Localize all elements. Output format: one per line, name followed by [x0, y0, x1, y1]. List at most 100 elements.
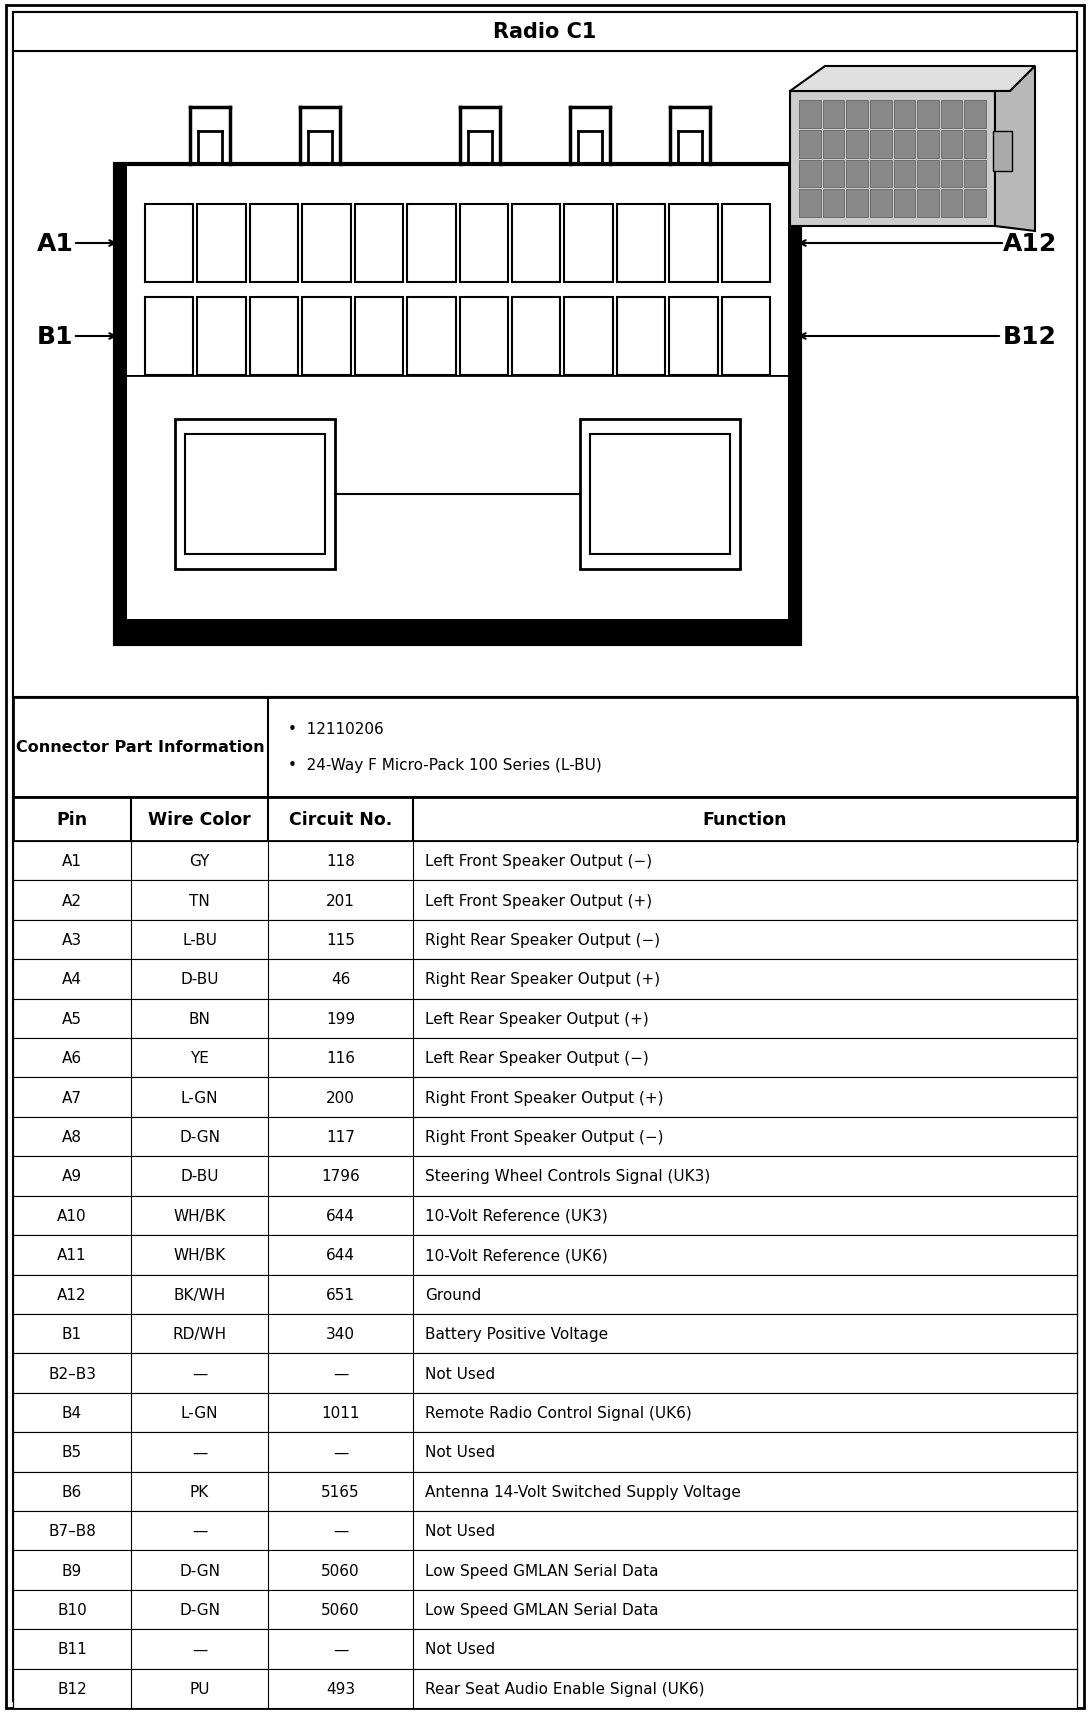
Text: A2: A2 — [62, 893, 82, 908]
Text: WH/BK: WH/BK — [173, 1248, 226, 1263]
Bar — [965, 161, 986, 189]
Bar — [846, 190, 868, 218]
Text: B4: B4 — [62, 1405, 82, 1421]
Text: Left Front Speaker Output (+): Left Front Speaker Output (+) — [425, 893, 652, 908]
Bar — [13, 1393, 1077, 1433]
Bar — [128, 298, 788, 375]
Text: 10-Volt Reference (UK6): 10-Volt Reference (UK6) — [425, 1248, 608, 1263]
Text: Right Front Speaker Output (−): Right Front Speaker Output (−) — [425, 1130, 664, 1145]
Bar — [13, 1157, 1077, 1196]
Bar — [917, 101, 938, 129]
Bar — [197, 206, 246, 283]
Text: 201: 201 — [326, 893, 355, 908]
Bar — [407, 206, 456, 283]
Text: D-GN: D-GN — [179, 1603, 220, 1616]
Text: A12: A12 — [1003, 231, 1057, 255]
Text: 493: 493 — [326, 1681, 355, 1695]
Text: •  12110206: • 12110206 — [288, 722, 384, 737]
Bar — [799, 130, 821, 158]
Bar — [302, 206, 351, 283]
Text: D-GN: D-GN — [179, 1130, 220, 1145]
Bar — [13, 1669, 1077, 1709]
Bar — [799, 161, 821, 189]
Bar — [13, 842, 1077, 881]
Text: —: — — [332, 1524, 348, 1537]
Text: YE: YE — [190, 1051, 209, 1066]
Text: —: — — [192, 1524, 207, 1537]
Bar — [580, 420, 740, 569]
Bar — [13, 920, 1077, 960]
Text: 115: 115 — [326, 932, 355, 948]
Text: L-GN: L-GN — [181, 1090, 218, 1106]
Bar — [250, 206, 299, 283]
Bar — [788, 165, 800, 644]
Bar — [460, 298, 508, 375]
Text: Not Used: Not Used — [425, 1366, 495, 1381]
Text: 10-Volt Reference (UK3): 10-Volt Reference (UK3) — [425, 1208, 608, 1224]
Bar — [460, 206, 508, 283]
Text: BN: BN — [189, 1011, 210, 1027]
Bar — [118, 620, 797, 644]
Text: A3: A3 — [62, 932, 82, 948]
Bar — [823, 101, 845, 129]
Bar — [120, 375, 795, 639]
Bar — [13, 1512, 1077, 1551]
Text: 5165: 5165 — [322, 1484, 360, 1498]
Bar — [302, 298, 351, 375]
Text: 1796: 1796 — [322, 1169, 360, 1184]
Text: B2–B3: B2–B3 — [48, 1366, 96, 1381]
Text: Not Used: Not Used — [425, 1524, 495, 1537]
Text: Left Rear Speaker Output (+): Left Rear Speaker Output (+) — [425, 1011, 649, 1027]
Polygon shape — [790, 67, 1036, 93]
Text: Not Used: Not Used — [425, 1445, 495, 1460]
Text: PK: PK — [190, 1484, 209, 1498]
Text: 1011: 1011 — [322, 1405, 360, 1421]
Bar — [870, 190, 892, 218]
Text: WH/BK: WH/BK — [173, 1208, 226, 1224]
Text: Low Speed GMLAN Serial Data: Low Speed GMLAN Serial Data — [425, 1603, 658, 1616]
Bar — [13, 881, 1077, 920]
Bar — [13, 1118, 1077, 1157]
Text: •  24-Way F Micro-Pack 100 Series (L-BU): • 24-Way F Micro-Pack 100 Series (L-BU) — [288, 758, 602, 773]
Text: A1: A1 — [37, 231, 73, 255]
Text: 117: 117 — [326, 1130, 355, 1145]
Bar — [13, 960, 1077, 999]
Text: B9: B9 — [62, 1563, 82, 1577]
Text: Function: Function — [703, 811, 787, 828]
Bar — [722, 298, 770, 375]
Bar — [116, 165, 800, 644]
Text: Pin: Pin — [57, 811, 87, 828]
Text: A9: A9 — [62, 1169, 82, 1184]
Bar — [993, 132, 1012, 171]
Text: B11: B11 — [57, 1642, 87, 1656]
Text: A8: A8 — [62, 1130, 82, 1145]
Text: —: — — [192, 1366, 207, 1381]
Bar — [13, 1354, 1077, 1393]
Bar — [128, 206, 788, 283]
Text: D-BU: D-BU — [180, 1169, 219, 1184]
Bar — [13, 1630, 1077, 1669]
Text: Right Rear Speaker Output (−): Right Rear Speaker Output (−) — [425, 932, 661, 948]
Bar — [145, 298, 193, 375]
Bar — [894, 130, 916, 158]
Text: L-BU: L-BU — [182, 932, 217, 948]
Polygon shape — [995, 67, 1036, 231]
Bar — [617, 206, 665, 283]
Text: B12: B12 — [57, 1681, 87, 1695]
Bar — [13, 1472, 1077, 1512]
Bar — [185, 435, 325, 555]
Bar — [354, 206, 403, 283]
Bar — [941, 101, 962, 129]
Bar — [13, 797, 1077, 842]
Bar — [965, 101, 986, 129]
Text: A10: A10 — [57, 1208, 87, 1224]
Bar — [512, 206, 560, 283]
Text: L-GN: L-GN — [181, 1405, 218, 1421]
Bar — [965, 190, 986, 218]
Text: 116: 116 — [326, 1051, 355, 1066]
Text: Ground: Ground — [425, 1287, 482, 1303]
Text: B1: B1 — [37, 326, 73, 348]
Bar — [116, 165, 128, 644]
Text: B6: B6 — [62, 1484, 82, 1498]
Text: Radio C1: Radio C1 — [494, 22, 596, 43]
